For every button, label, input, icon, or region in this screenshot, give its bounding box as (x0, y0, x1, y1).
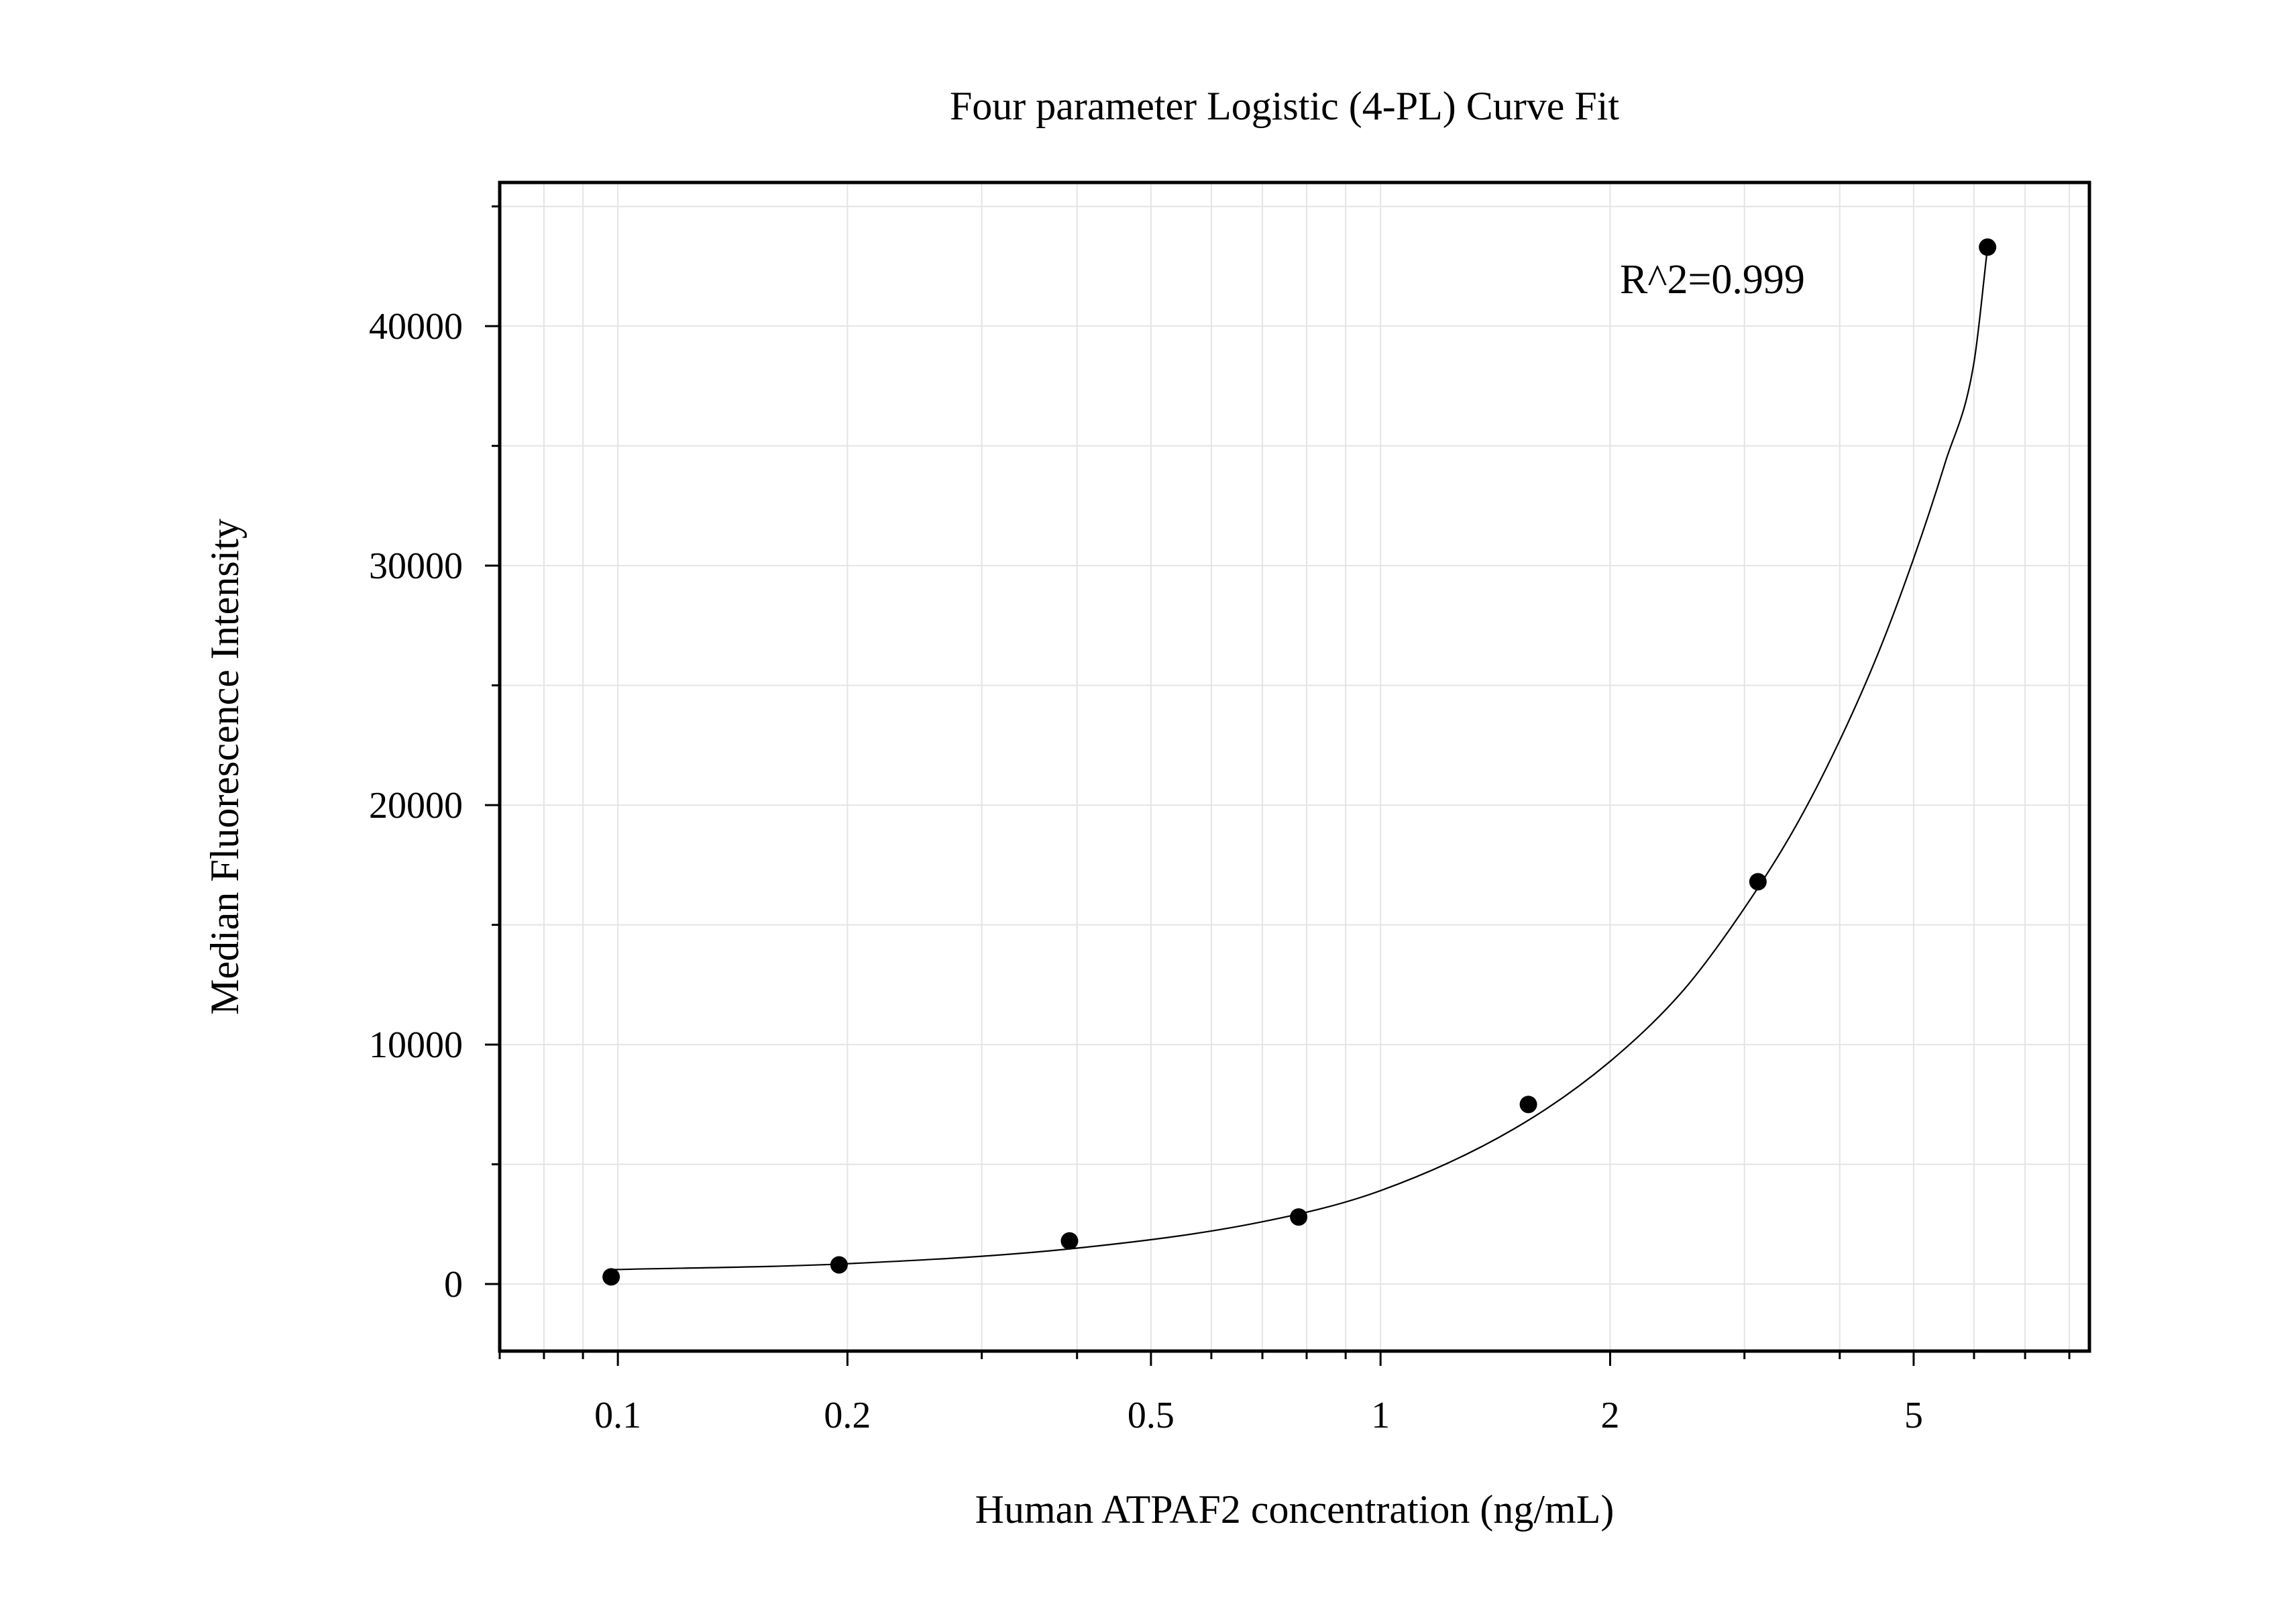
x-tick-label: 0.2 (824, 1395, 871, 1436)
grid (499, 182, 2089, 1351)
data-point (1290, 1208, 1308, 1226)
y-axis-title: Median Fluorescence Intensity (203, 519, 247, 1015)
y-tick-label: 30000 (369, 545, 463, 587)
x-tick-label: 0.1 (594, 1395, 641, 1436)
chart-title: Four parameter Logistic (4-PL) Curve Fit (950, 84, 1619, 128)
data-point (1519, 1095, 1537, 1114)
r-squared-annotation: R^2=0.999 (1620, 257, 1805, 303)
fit-curve (611, 247, 1989, 1271)
data-point (1979, 238, 1997, 256)
plot-frame (498, 180, 2091, 1353)
x-tick-label: 2 (1600, 1395, 1619, 1436)
data-point (602, 1268, 620, 1286)
y-tick-label: 10000 (369, 1024, 463, 1066)
data-points (602, 238, 1997, 1286)
x-tick-label: 5 (1904, 1395, 1923, 1436)
y-tick-label: 20000 (369, 785, 463, 826)
x-tick-label: 1 (1371, 1395, 1390, 1436)
x-tick-label: 0.5 (1128, 1395, 1174, 1436)
data-point (830, 1256, 848, 1274)
x-axis-title: Human ATPAF2 concentration (ng/mL) (975, 1487, 1615, 1532)
axis-tick-labels: 0.1 0.2 0.5 1 2 5 0 10000 20000 30000 40000 (369, 306, 1923, 1436)
y-tick-label: 0 (444, 1264, 463, 1305)
data-point (1749, 873, 1767, 891)
y-tick-label: 40000 (369, 306, 463, 347)
data-point (1060, 1232, 1079, 1250)
